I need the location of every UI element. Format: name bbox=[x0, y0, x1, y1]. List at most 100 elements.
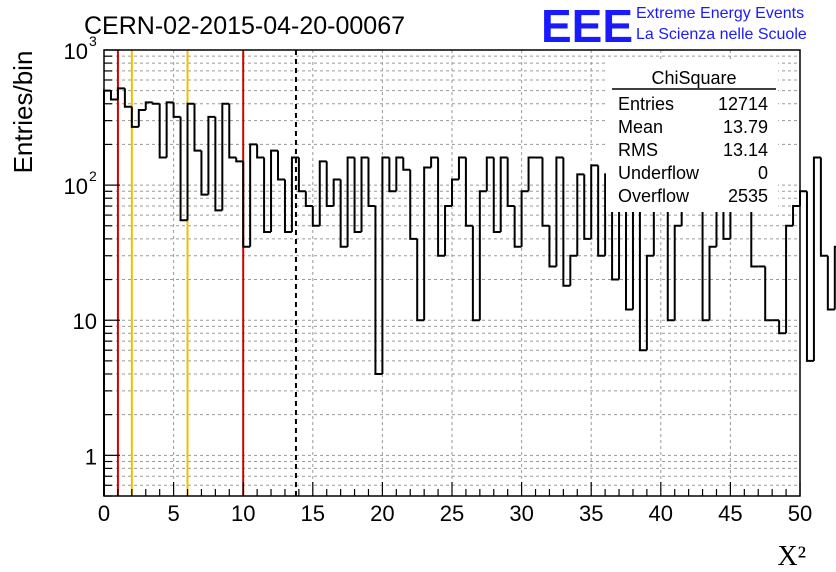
histogram-bin bbox=[478, 190, 487, 321]
stats-underflow-label: Underflow bbox=[618, 163, 700, 183]
histogram-bin bbox=[137, 108, 146, 127]
histogram-bin bbox=[297, 157, 306, 193]
x-tick-label: 45 bbox=[718, 501, 742, 526]
histogram-bin bbox=[499, 156, 508, 232]
stats-entries-label: Entries bbox=[618, 94, 674, 114]
histogram-bin bbox=[381, 156, 390, 374]
histogram-bin bbox=[750, 191, 759, 268]
stats-box-background bbox=[606, 62, 778, 212]
histogram-bin bbox=[367, 157, 376, 208]
axis-ticks bbox=[103, 49, 801, 497]
histogram-bin bbox=[172, 102, 181, 118]
histogram-bin bbox=[277, 150, 285, 181]
histogram-bin bbox=[360, 156, 369, 232]
histogram-bin bbox=[388, 157, 397, 193]
stats-overflow-value: 2535 bbox=[728, 186, 768, 206]
stats-overflow-label: Overflow bbox=[618, 186, 690, 206]
histogram-bin bbox=[492, 157, 501, 233]
histogram-bin bbox=[290, 156, 299, 232]
histogram-bin bbox=[520, 190, 529, 247]
stats-rms-value: 13.14 bbox=[723, 140, 768, 160]
stats-title: ChiSquare bbox=[651, 68, 736, 88]
histogram-bin bbox=[792, 205, 800, 226]
histogram-bin bbox=[151, 102, 160, 105]
histogram-bin bbox=[214, 116, 223, 212]
x-tick-labels: 0 5 10 15 20 25 30 35 40 45 50 bbox=[98, 501, 812, 526]
histogram-bin bbox=[311, 206, 320, 227]
histogram-bin bbox=[541, 157, 550, 227]
histogram-bin bbox=[346, 156, 355, 247]
histogram-bin bbox=[590, 164, 599, 239]
histogram-bin bbox=[402, 157, 411, 171]
x-tick-label: 40 bbox=[649, 501, 673, 526]
histogram-bin bbox=[819, 157, 828, 257]
stats-underflow-value: 0 bbox=[758, 163, 768, 183]
histogram-bin bbox=[416, 238, 425, 322]
histogram-bin bbox=[464, 157, 473, 227]
x-tick-label: 10 bbox=[231, 501, 255, 526]
histogram-bin bbox=[437, 157, 446, 257]
y-tick-label: 1 bbox=[85, 444, 97, 469]
histogram-bin bbox=[645, 254, 654, 351]
histogram-bin bbox=[555, 156, 564, 267]
histogram-bin bbox=[130, 106, 139, 128]
histogram-bin bbox=[144, 101, 153, 110]
histogram-bin bbox=[583, 174, 592, 240]
histogram-bin bbox=[207, 115, 216, 195]
histogram-bin bbox=[158, 103, 167, 159]
x-tick-label: 30 bbox=[509, 501, 533, 526]
histogram-bin bbox=[597, 165, 606, 257]
histogram-bin bbox=[228, 103, 237, 159]
histogram-bin bbox=[708, 245, 717, 321]
histogram-bin bbox=[332, 178, 341, 207]
histogram-bin bbox=[249, 143, 258, 247]
logo-line2: La Scienza nelle Scuole bbox=[636, 26, 807, 43]
histogram-bin bbox=[457, 156, 466, 180]
y-tick-exponent: 3 bbox=[89, 33, 97, 49]
histogram-bin bbox=[193, 103, 202, 152]
histogram-bin bbox=[395, 156, 404, 192]
histogram-bin bbox=[451, 178, 459, 207]
y-tick-exponent: 2 bbox=[89, 168, 97, 184]
histogram-bin bbox=[374, 206, 383, 375]
histogram-bin bbox=[339, 179, 348, 248]
histogram-bin bbox=[485, 156, 494, 192]
histogram-bin bbox=[263, 157, 272, 233]
histogram-bin bbox=[569, 254, 578, 286]
histogram-bin bbox=[666, 198, 675, 322]
histogram-bin bbox=[353, 157, 362, 233]
histogram-bin bbox=[625, 169, 633, 311]
run-title: CERN-02-2015-04-20-00067 bbox=[84, 12, 405, 40]
histogram-bin bbox=[778, 320, 787, 335]
x-tick-label: 0 bbox=[98, 501, 110, 526]
histogram-bin bbox=[179, 116, 188, 222]
eee-logo: EEE Extreme Energy Events La Scienza nel… bbox=[541, 0, 807, 52]
logo-line1: Extreme Energy Events bbox=[636, 5, 804, 22]
y-axis-label: Entries/bin bbox=[8, 51, 38, 174]
stats-rms-label: RMS bbox=[618, 140, 658, 160]
histogram-bin bbox=[576, 173, 585, 256]
histogram-bin bbox=[123, 88, 132, 108]
histogram-bin bbox=[833, 245, 836, 310]
histogram-bin bbox=[409, 169, 418, 240]
histogram-bin bbox=[764, 266, 773, 322]
x-tick-label: 15 bbox=[301, 501, 325, 526]
histogram-bin bbox=[513, 206, 522, 248]
histogram-bin bbox=[506, 157, 515, 208]
histogram-bin bbox=[673, 224, 682, 321]
histogram-bin bbox=[318, 160, 327, 226]
x-tick-label: 35 bbox=[579, 501, 603, 526]
x-tick-label: 5 bbox=[167, 501, 179, 526]
stats-mean-value: 13.79 bbox=[723, 117, 768, 137]
histogram-bin bbox=[221, 102, 230, 211]
histogram-bin bbox=[430, 156, 439, 168]
histogram-bin bbox=[805, 191, 814, 362]
histogram-bin bbox=[527, 156, 536, 192]
histogram-bin bbox=[548, 225, 557, 268]
y-tick-label: 10 bbox=[64, 39, 88, 64]
histogram-bin bbox=[471, 225, 480, 322]
histogram-bin bbox=[812, 156, 821, 361]
histogram-bin bbox=[826, 255, 835, 311]
y-tick-label: 10 bbox=[73, 309, 97, 334]
